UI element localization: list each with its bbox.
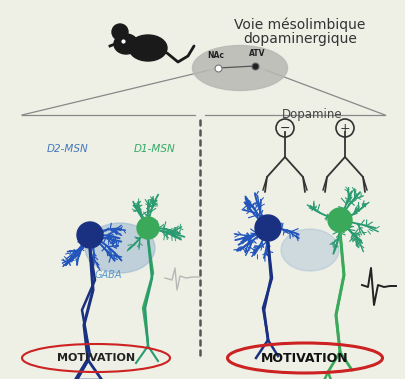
Text: Dopamine: Dopamine xyxy=(282,108,342,121)
Text: Voie mésolimbique: Voie mésolimbique xyxy=(234,18,366,33)
Circle shape xyxy=(112,24,128,40)
Ellipse shape xyxy=(114,34,138,54)
Circle shape xyxy=(137,217,159,239)
Text: D2-MSN: D2-MSN xyxy=(47,144,89,154)
Text: dopaminergique: dopaminergique xyxy=(243,32,357,46)
Text: GABA: GABA xyxy=(94,270,122,280)
Text: MOTIVATION: MOTIVATION xyxy=(261,351,349,365)
Ellipse shape xyxy=(192,45,288,91)
Circle shape xyxy=(255,215,281,241)
Text: MOTIVATION: MOTIVATION xyxy=(57,353,135,363)
Ellipse shape xyxy=(129,35,167,61)
Ellipse shape xyxy=(281,229,339,271)
Text: −: − xyxy=(280,122,290,135)
Circle shape xyxy=(77,222,103,248)
Ellipse shape xyxy=(200,49,240,71)
Text: D1-MSN: D1-MSN xyxy=(134,144,176,154)
Circle shape xyxy=(328,208,352,232)
Text: ATV: ATV xyxy=(249,49,265,58)
Ellipse shape xyxy=(241,50,275,70)
Ellipse shape xyxy=(85,223,155,273)
Text: +: + xyxy=(340,122,350,135)
Text: NAc: NAc xyxy=(207,51,224,60)
